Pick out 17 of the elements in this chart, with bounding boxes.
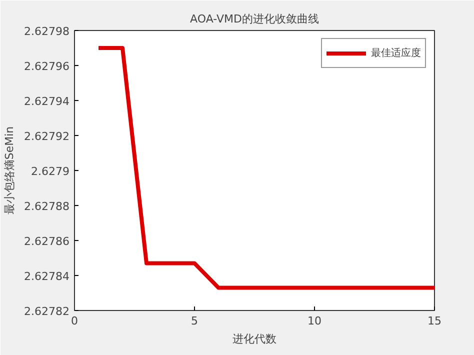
y-axis-title: 最小包络熵SeMin [3, 126, 16, 215]
x-axis-title: 进化代数 [232, 332, 276, 346]
y-tick-label: 2.62798 [24, 25, 70, 38]
y-tick-label: 2.62788 [24, 200, 70, 213]
y-tick-label: 2.6279 [31, 165, 70, 178]
y-tick-label: 2.62784 [24, 270, 70, 283]
y-tick-label: 2.62782 [24, 305, 70, 318]
x-tick-label: 0 [71, 314, 78, 328]
x-tick-label: 10 [308, 314, 322, 328]
y-tick-label: 2.62792 [24, 130, 70, 143]
chart-title: AOA-VMD的进化收敛曲线 [190, 12, 319, 26]
y-tick-label: 2.62786 [24, 235, 70, 248]
x-tick-label: 15 [428, 314, 442, 328]
legend-label: 最佳适应度 [371, 46, 421, 60]
y-tick-label: 2.62794 [24, 95, 70, 108]
y-tick-label: 2.62796 [24, 60, 70, 73]
x-tick-label: 5 [191, 314, 198, 328]
